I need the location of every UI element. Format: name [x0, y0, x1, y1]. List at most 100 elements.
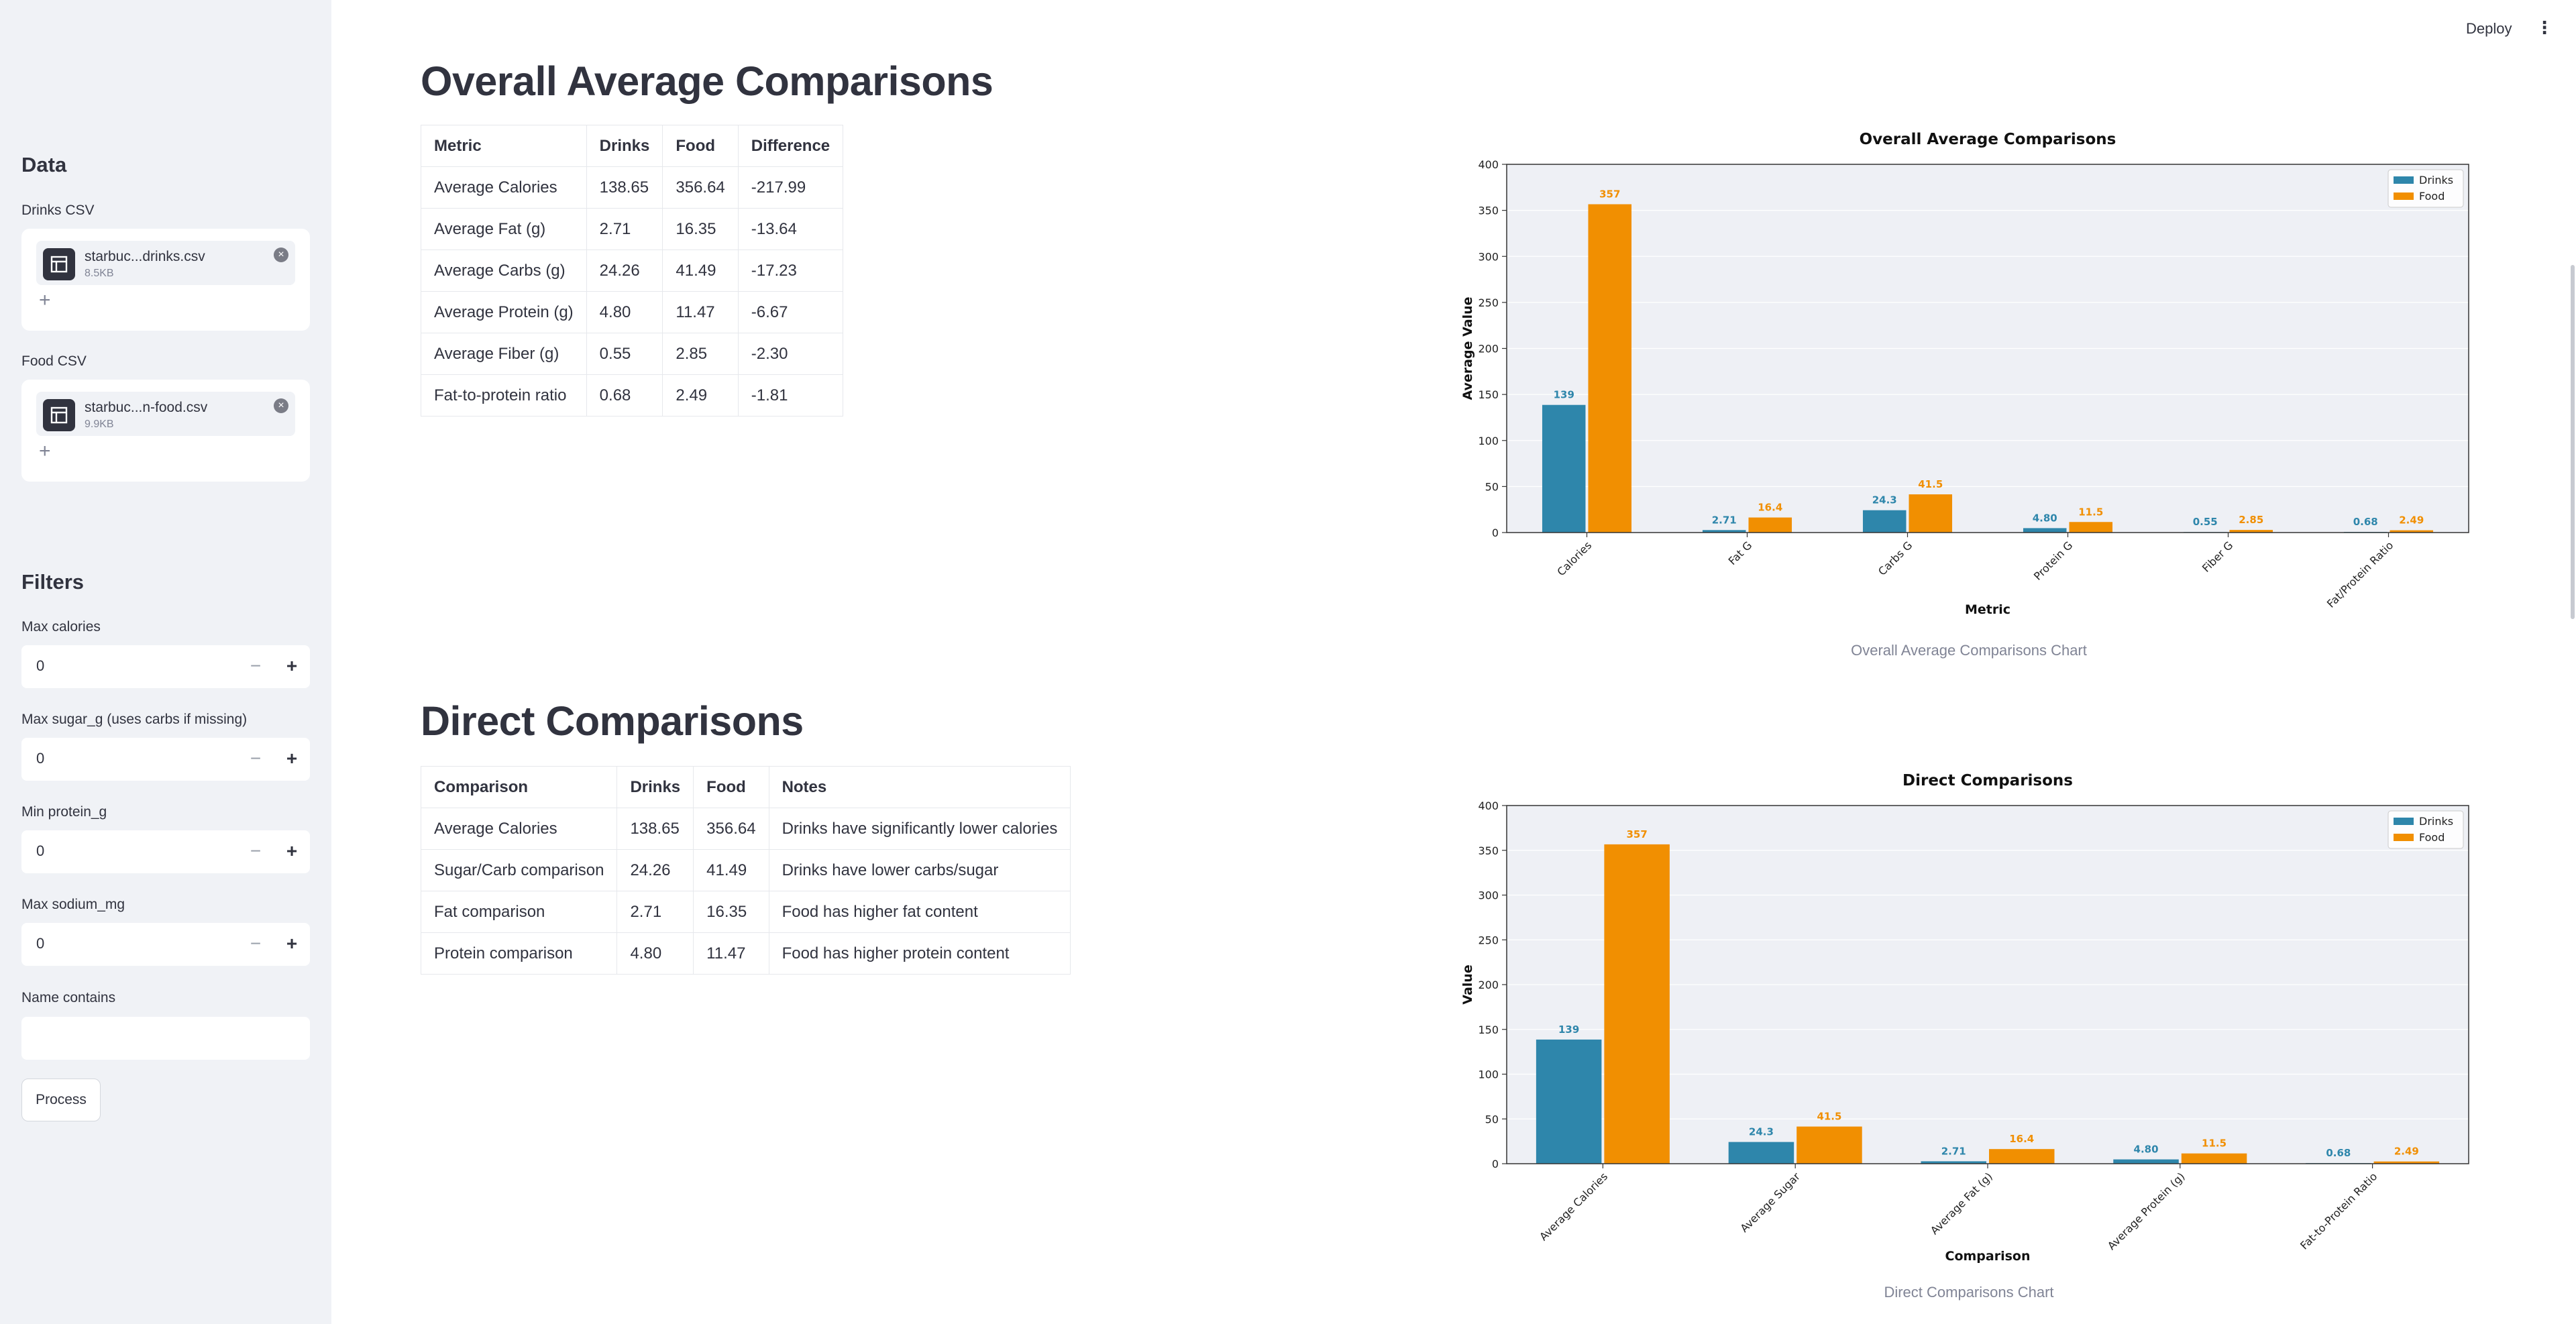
deploy-button[interactable]: Deploy — [2466, 20, 2512, 37]
min-protein-input[interactable]: 0 − + — [21, 830, 310, 873]
y-tick-label: 300 — [1478, 250, 1499, 263]
name-contains-input[interactable] — [21, 1017, 310, 1060]
food-file-chip: starbuc...n-food.csv 9.9KB × — [36, 392, 295, 436]
bar-food — [2181, 1153, 2247, 1164]
decrement-button[interactable]: − — [250, 748, 262, 769]
table-cell: Protein comparison — [420, 932, 618, 975]
table-cell: 2.71 — [616, 891, 694, 933]
bar-food — [1748, 517, 1792, 533]
drinks-csv-label: Drinks CSV — [21, 203, 95, 218]
increment-button[interactable]: + — [286, 933, 298, 954]
max-sodium-input[interactable]: 0 − + — [21, 923, 310, 966]
y-tick-label: 100 — [1478, 435, 1499, 447]
page-scrollbar[interactable] — [2571, 265, 2575, 619]
bar-food — [1604, 844, 1670, 1164]
table-cell: Average Carbs (g) — [421, 250, 587, 292]
decrement-button[interactable]: − — [250, 933, 262, 954]
bar-food — [1989, 1149, 2055, 1164]
add-file-icon[interactable]: + — [39, 289, 51, 311]
table-row: Fat-to-protein ratio 0.68 2.49 -1.81 — [421, 374, 844, 417]
table-file-icon — [43, 399, 75, 431]
table-row: Fat comparison 2.71 16.35 Food has higher f… — [420, 891, 1071, 933]
table-cell: Sugar/Carb comparison — [420, 849, 618, 891]
direct-bar-chart: Direct Comparisons 0 50 100 150 200 250 300 350 4… — [1460, 772, 2469, 1264]
legend-swatch — [2394, 834, 2414, 841]
direct-section-title: Direct Comparisons — [421, 698, 804, 744]
data-label: 16.4 — [1758, 502, 1782, 514]
legend-label: Food — [2419, 190, 2445, 203]
x-axis-label: Comparison — [1945, 1249, 2031, 1264]
table-cell: 11.47 — [662, 291, 739, 333]
direct-table: Comparison Drinks Food Notes Average Cal… — [420, 766, 1071, 975]
y-tick-label: 200 — [1478, 979, 1499, 991]
data-label: 41.5 — [1918, 478, 1943, 490]
y-axis-label: Value — [1460, 964, 1475, 1004]
column-header: Food — [693, 766, 769, 808]
y-axis-label: Average Value — [1460, 296, 1475, 400]
add-file-icon[interactable]: + — [39, 440, 51, 462]
data-label: 24.3 — [1749, 1126, 1774, 1138]
table-cell: 41.49 — [693, 849, 769, 891]
y-tick-label: 150 — [1478, 1024, 1499, 1036]
x-tick-label: Fat-to-Protein Ratio — [2298, 1170, 2379, 1252]
data-label: 16.4 — [2009, 1133, 2034, 1145]
increment-button[interactable]: + — [286, 840, 298, 861]
overall-table: Metric Drinks Food Difference Average Ca… — [421, 125, 844, 417]
x-tick-label: Average Fat (g) — [1928, 1170, 1995, 1237]
table-row: Average Calories 138.65 356.64 Drinks have … — [420, 808, 1071, 850]
bar-drinks — [1536, 1039, 1602, 1164]
increment-button[interactable]: + — [286, 748, 298, 769]
data-label: 0.68 — [2326, 1147, 2351, 1159]
table-header-row: Metric Drinks Food Difference — [421, 125, 844, 167]
y-tick-label: 200 — [1478, 343, 1499, 355]
table-row: Average Protein (g) 4.80 11.47 -6.67 — [421, 291, 844, 333]
max-sugar-input[interactable]: 0 − + — [21, 738, 310, 781]
data-label: 0.55 — [2193, 516, 2218, 528]
data-label: 2.71 — [1712, 514, 1737, 526]
table-cell: Average Calories — [421, 166, 587, 209]
increment-button[interactable]: + — [286, 655, 298, 676]
min-protein-value: 0 — [36, 842, 45, 859]
max-calories-value: 0 — [36, 657, 45, 674]
y-tick-label: 50 — [1485, 480, 1499, 493]
table-cell: 4.80 — [586, 291, 663, 333]
data-label: 4.80 — [2033, 512, 2057, 524]
table-cell: Average Fat (g) — [421, 208, 587, 250]
max-calories-input[interactable]: 0 − + — [21, 645, 310, 688]
y-tick-label: 350 — [1478, 205, 1499, 217]
y-tick-label: 400 — [1478, 158, 1499, 171]
y-tick-label: 400 — [1478, 799, 1499, 812]
main-menu-icon[interactable]: ⋮ — [2536, 17, 2553, 38]
table-cell: 0.55 — [586, 333, 663, 375]
data-label: 2.85 — [2239, 514, 2263, 526]
bar-food — [1796, 1126, 1862, 1164]
table-cell: 138.65 — [616, 808, 694, 850]
data-label: 139 — [1554, 389, 1574, 401]
table-cell: Drinks have lower carbs/sugar — [768, 849, 1071, 891]
x-tick-label: Average Sugar — [1737, 1170, 1803, 1235]
remove-file-icon[interactable]: × — [274, 247, 288, 262]
table-cell: Fat comparison — [420, 891, 618, 933]
table-cell: 138.65 — [586, 166, 663, 209]
max-calories-label: Max calories — [21, 619, 101, 635]
food-file-uploader[interactable]: starbuc...n-food.csv 9.9KB × + — [21, 380, 310, 482]
y-tick-label: 250 — [1478, 296, 1499, 309]
decrement-button[interactable]: − — [250, 655, 262, 676]
bar-drinks — [1921, 1161, 1986, 1164]
process-button[interactable]: Process — [21, 1079, 101, 1121]
bar-drinks — [1728, 1142, 1794, 1164]
table-cell: 356.64 — [662, 166, 739, 209]
max-sodium-value: 0 — [36, 935, 45, 952]
legend-label: Food — [2419, 831, 2445, 844]
decrement-button[interactable]: − — [250, 840, 262, 861]
table-cell: Food has higher protein content — [768, 932, 1071, 975]
bar-drinks — [2113, 1159, 2179, 1164]
table-row: Sugar/Carb comparison 24.26 41.49 Drinks ha… — [420, 849, 1071, 891]
max-sugar-label: Max sugar_g (uses carbs if missing) — [21, 712, 248, 727]
remove-file-icon[interactable]: × — [274, 398, 288, 413]
drinks-file-uploader[interactable]: starbuc...drinks.csv 8.5KB × + — [21, 229, 310, 331]
x-tick-label: Calories — [1554, 539, 1594, 578]
data-label: 11.5 — [2078, 506, 2103, 518]
bar-drinks — [1542, 404, 1586, 533]
data-label: 2.49 — [2399, 514, 2424, 527]
